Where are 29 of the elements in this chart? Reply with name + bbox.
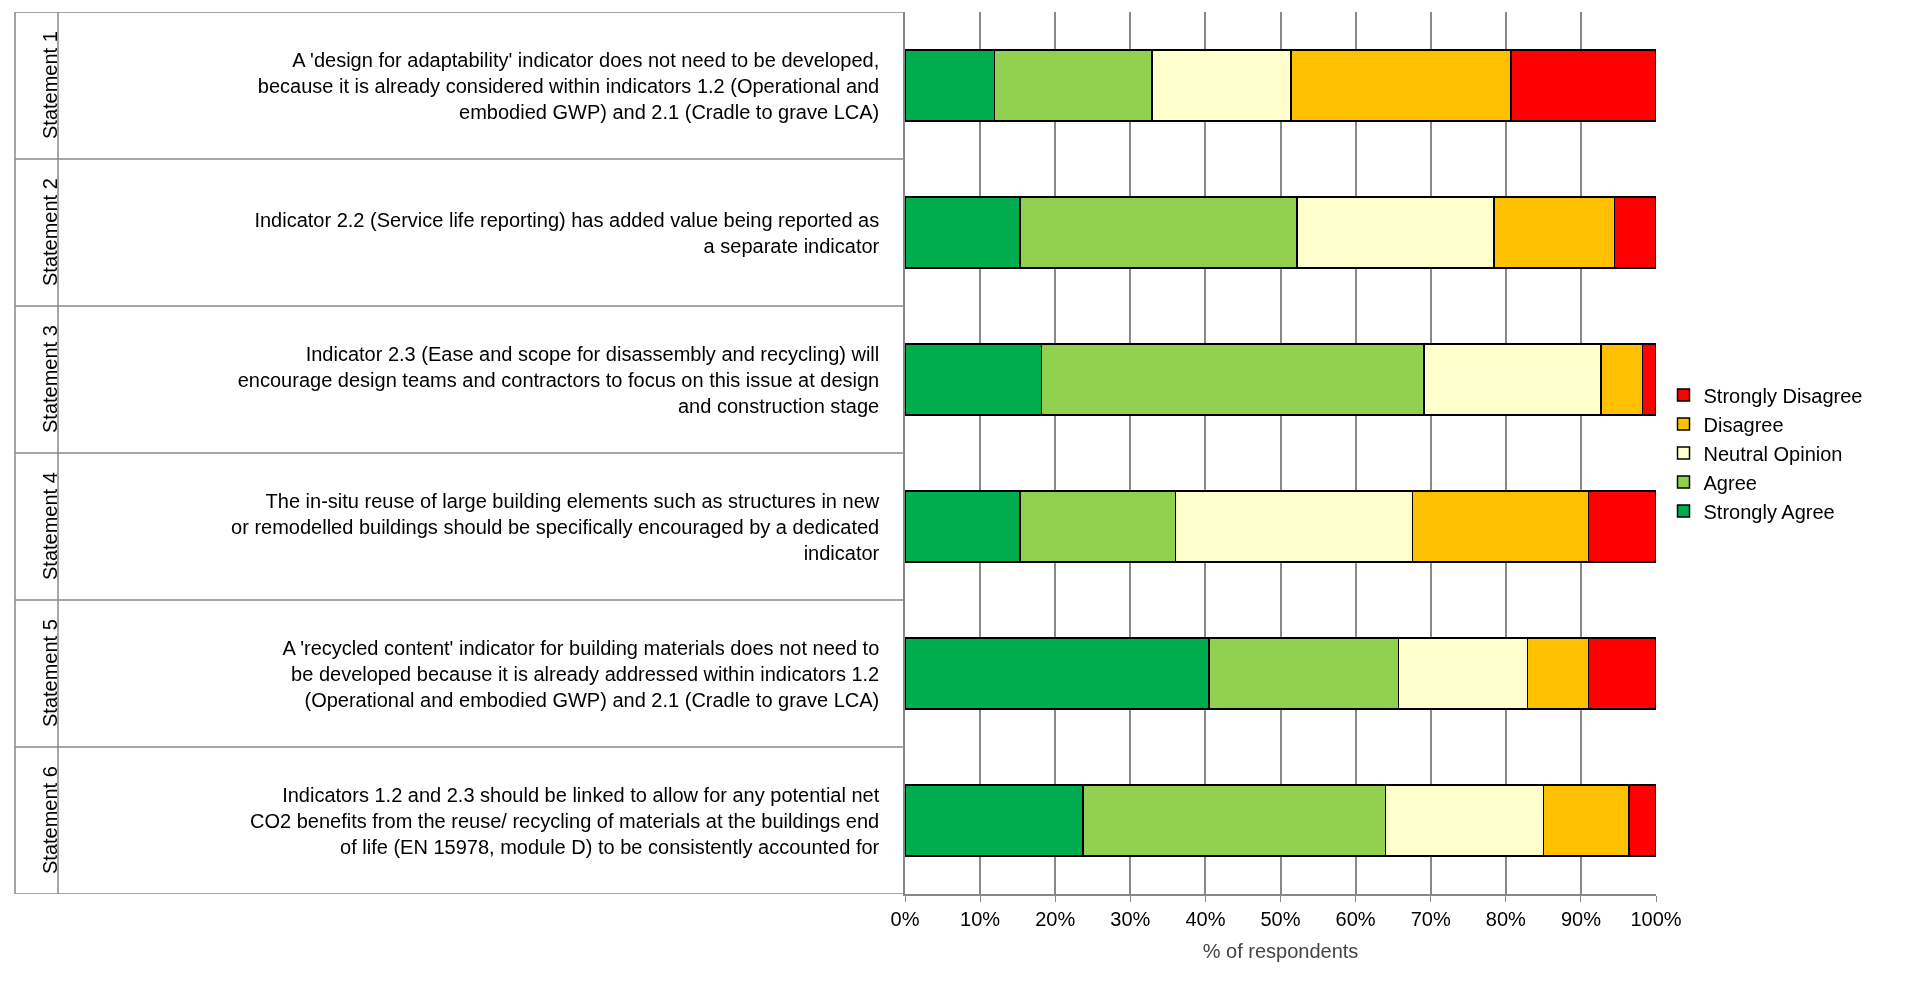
y-tick-label: Indicator 2.3 (Ease and scope for disassembly and recycling) will encourage design teams and contractors to focus on this issue at design and construction stage bbox=[237, 342, 880, 417]
y-tick-label: Indicators 1.2 and 2.3 should be linked to allow for any potential net CO2 benefits from the reuse/ recycling of materials at the buildings end of life (EN 15978, module D) to be consistently accounted for bbox=[250, 783, 880, 858]
x-tick-label: 0% bbox=[890, 907, 920, 930]
text: Statement 3 bbox=[39, 325, 61, 433]
y-tick-label: A 'recycled content' indicator for building materials does not need to be developed because it is already addressed within indicators 1.2 (Operational and embodied GWP) and 2.1 (Cradle to grave LCA) bbox=[282, 636, 880, 711]
x-tick-label: 100% bbox=[1630, 907, 1682, 930]
legend-label: Neutral Opinion bbox=[1703, 442, 1843, 465]
text: Statement 4 bbox=[39, 472, 61, 580]
legend-label: Disagree bbox=[1703, 413, 1784, 436]
x-tick-label: 40% bbox=[1185, 907, 1226, 930]
text: Statement 2 bbox=[39, 178, 61, 286]
x-tick-label: 50% bbox=[1260, 907, 1301, 930]
x-tick-label: 30% bbox=[1110, 907, 1151, 930]
y-tick-label: Indicator 2.2 (Service life reporting) has added value being reported as a separate indicator bbox=[254, 208, 880, 257]
x-tick-label: 70% bbox=[1410, 907, 1451, 930]
text: Statement 5 bbox=[39, 619, 61, 727]
legend-label: Agree bbox=[1703, 471, 1757, 494]
legend-label: Strongly Agree bbox=[1703, 500, 1835, 523]
text: Statement 1 bbox=[39, 31, 61, 139]
y-tick-label: A 'design for adaptability' indicator does not need to be developed, because it is already considered within indicators 1.2 (Operational and embodied GWP) and 2.1 (Cradle to grave LCA) bbox=[257, 48, 880, 123]
x-tick-label: 60% bbox=[1335, 907, 1376, 930]
x-tick-label: 90% bbox=[1560, 907, 1602, 930]
y-tick-label: The in-situ reuse of large building elements such as structures in new or remodelled buildings should be specifically encouraged by a dedicated indicator bbox=[231, 489, 880, 564]
text: Statement 6 bbox=[39, 766, 61, 874]
x-tick-label: 20% bbox=[1035, 907, 1076, 930]
x-tick-label: 10% bbox=[960, 907, 1001, 930]
x-tick-label: 80% bbox=[1485, 907, 1527, 930]
x-axis-title: % of respondents bbox=[1202, 939, 1359, 962]
legend-label: Strongly Disagree bbox=[1703, 384, 1863, 407]
